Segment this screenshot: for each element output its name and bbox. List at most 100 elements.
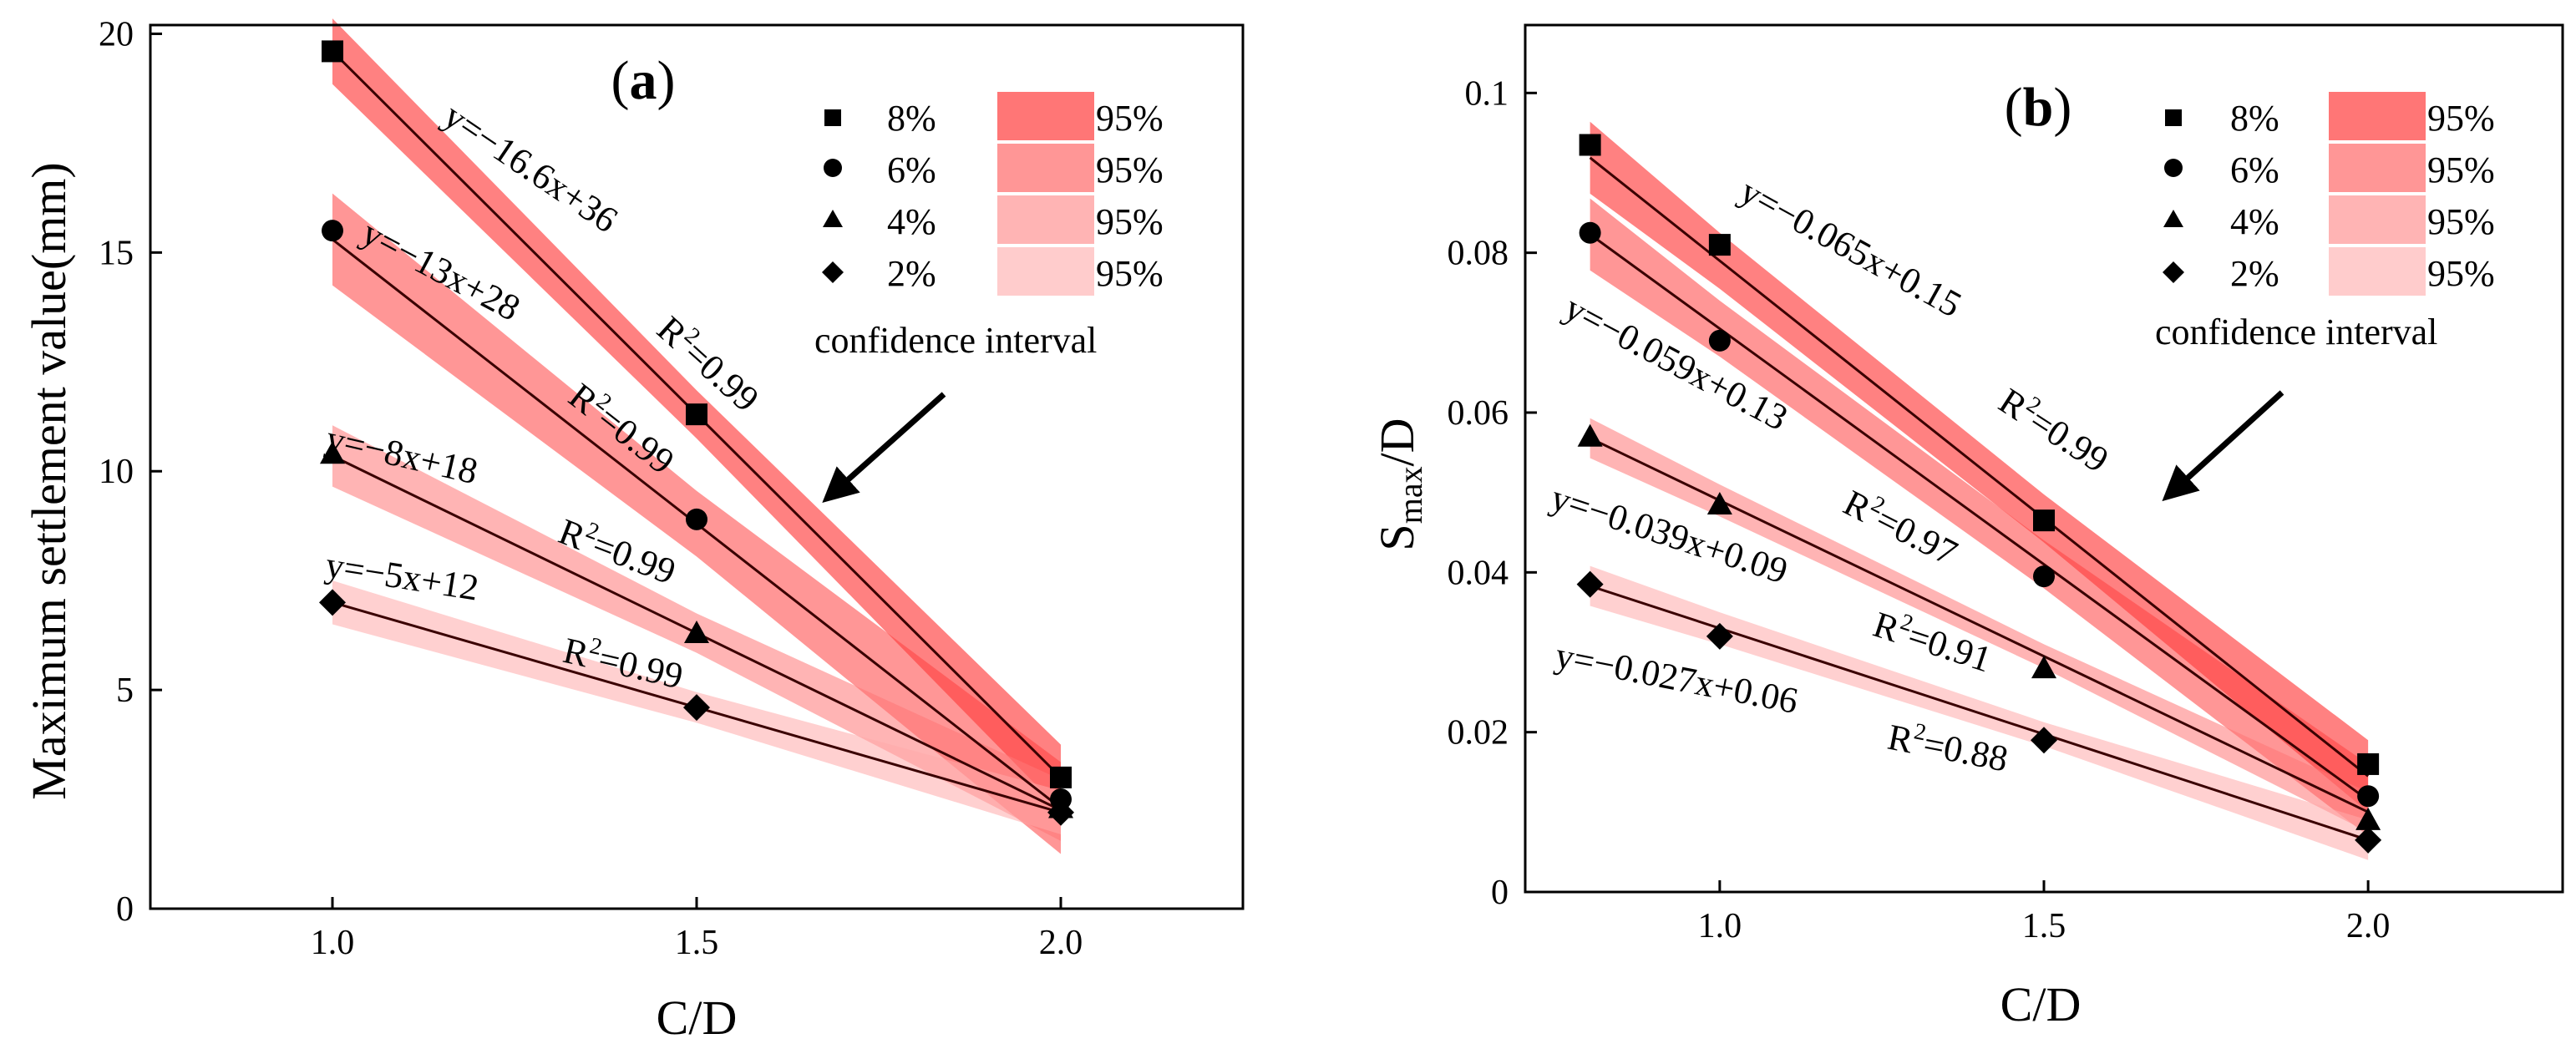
chart-b-legend-label-4: 4% [2230, 201, 2279, 242]
chart-a-legend-item-6: 6% 95% [824, 144, 1164, 192]
chart-b-x-tick-label-2: 2.0 [2346, 907, 2391, 945]
chart-b-point-2-0 [1576, 570, 1604, 598]
chart-a-y-axis-label: Maximum settlement value(mm) [22, 162, 76, 800]
chart-a-data-points [319, 40, 1074, 826]
chart-b-legend-item-4: 4% 95% [2163, 195, 2495, 244]
chart-a-legend-ci-swatch-6 [997, 144, 1094, 192]
chart-b-point-2-3 [2355, 826, 2382, 854]
chart-a-legend-label-8: 8% [887, 98, 936, 139]
chart-b-x-tick-label-0: 1.0 [1698, 907, 1742, 945]
chart-b-legend-ci-label-4: 95% [2427, 201, 2495, 242]
chart-a-y-tick-label-4: 20 [99, 15, 134, 53]
chart-b-point-4-2 [2031, 656, 2056, 679]
chart-b-x-tick-label-1: 1.5 [2022, 907, 2066, 945]
chart-b-legend-ci-swatch-6 [2329, 144, 2426, 192]
chart-b-point-6-2 [2033, 565, 2055, 588]
chart-b-legend-ci-swatch-4 [2329, 195, 2426, 244]
chart-a-x-tick-label-0: 1.0 [311, 924, 355, 962]
chart-a-legend-label-6: 6% [887, 149, 936, 190]
chart-b-point-4-1 [1706, 492, 1732, 515]
chart-a-legend-label-4: 4% [887, 201, 936, 242]
chart-a-point-8-1 [686, 403, 707, 426]
chart-b-legend-ci-label-6: 95% [2427, 149, 2495, 190]
chart-a-point-2-0 [319, 589, 346, 616]
chart-b-legend-item-2: 2% 95% [2163, 247, 2495, 296]
chart-b-point-6-1 [1708, 329, 1731, 352]
chart-a-legend-ci-swatch-8 [997, 92, 1094, 140]
chart-a-legend-ci-label-8: 95% [1096, 98, 1164, 139]
chart-b-legend: 8% 95% 6% 95% 4% 95% 2% 95% [2155, 92, 2495, 352]
chart-b-legend-label-2: 2% [2230, 253, 2279, 294]
chart-a-legend-item-8: 8% 95% [824, 92, 1164, 140]
chart-b-point-8-0 [1579, 134, 1601, 156]
chart-b-legend-ci-swatch-2 [2329, 247, 2426, 296]
chart-b-point-4-0 [1577, 423, 1603, 447]
chart-a-legend: 8% 95% 6% 95% 4% 95% 2% 95% [814, 92, 1164, 361]
chart-a-legend-ci-label-6: 95% [1096, 149, 1164, 190]
chart-b: 1.0 1.5 2.0 0 0.02 0.04 0.06 0.08 0.1 (b) C/D Sm… [1370, 23, 2564, 1031]
chart-a-point-4-1 [684, 621, 709, 644]
chart-b-legend-ci-swatch-8 [2329, 92, 2426, 140]
chart-b-point-6-3 [2357, 785, 2380, 808]
legend-diamond-marker [2163, 261, 2184, 283]
chart-b-axes: 1.0 1.5 2.0 0 0.02 0.04 0.06 0.08 0.1 [1448, 23, 2564, 945]
chart-b-arrow [2162, 390, 2284, 502]
legend-circle-marker [824, 159, 842, 177]
chart-b-legend-ci-label-2: 95% [2427, 253, 2495, 294]
legend-triangle-marker [823, 210, 843, 227]
chart-b-y-tick-label-1: 0.02 [1448, 714, 1509, 752]
chart-b-fit-line-8 [1589, 156, 2370, 778]
chart-b-fit-line-6 [1589, 233, 2370, 802]
chart-a-arrow [822, 392, 946, 503]
chart-a-point-8-0 [322, 40, 343, 63]
chart-b-point-2-1 [1706, 622, 1733, 650]
chart-a-axes: 1.0 1.5 2.0 0 5 10 15 20 [99, 15, 1245, 962]
chart-a-x-axis-label: C/D [657, 991, 738, 1045]
chart-a-legend-item-4: 4% 95% [823, 195, 1164, 244]
chart-a-confidence-bands [332, 18, 1061, 854]
chart-a-point-2-2 [1047, 798, 1074, 826]
chart-b-y-tick-label-2: 0.04 [1448, 554, 1509, 592]
chart-b-point-8-3 [2357, 752, 2380, 775]
chart-a-x-tick-label-2: 2.0 [1039, 924, 1083, 962]
chart-b-point-8-1 [1708, 234, 1731, 256]
chart-b-legend-item-6: 6% 95% [2164, 144, 2495, 192]
chart-b-legend-label-6: 6% [2230, 149, 2279, 190]
chart-b-y-tick-label-5: 0.1 [1465, 74, 1509, 113]
chart-a-x-tick-label-1: 1.5 [675, 924, 719, 962]
chart-b-r2-8: R2=0.99 [1992, 378, 2117, 481]
legend-circle-marker [2164, 159, 2183, 177]
chart-a-y-tick-label-2: 10 [99, 453, 134, 491]
chart-a-point-6-1 [686, 508, 707, 530]
chart-a-legend-label-2: 2% [887, 253, 936, 294]
chart-b-point-8-2 [2033, 509, 2055, 532]
chart-a-y-tick-label-3: 15 [99, 234, 134, 272]
chart-a: 1.0 1.5 2.0 0 5 10 15 20 (a) C/D Maximum settle… [22, 15, 1245, 1045]
chart-b-legend-label-8: 8% [2230, 98, 2279, 139]
chart-a-point-6-0 [322, 220, 343, 242]
chart-b-y-tick-label-0: 0 [1491, 874, 1509, 912]
chart-b-legend-note: confidence interval [2155, 312, 2437, 352]
chart-b-equation-4: y=−0.039x+0.09 [1546, 477, 1793, 592]
chart-b-point-2-2 [2031, 727, 2057, 754]
chart-b-data-points [1576, 134, 2382, 854]
chart-a-legend-ci-swatch-2 [997, 247, 1094, 296]
chart-a-point-2-1 [683, 694, 710, 722]
legend-square-marker [2165, 109, 2182, 126]
chart-a-y-tick-label-0: 0 [116, 890, 134, 929]
chart-b-point-6-0 [1579, 221, 1601, 244]
chart-b-legend-item-8: 8% 95% [2165, 92, 2495, 140]
legend-diamond-marker [822, 261, 844, 283]
chart-b-legend-ci-label-8: 95% [2427, 98, 2495, 139]
chart-b-y-tick-label-3: 0.06 [1448, 394, 1509, 433]
chart-b-y-tick-label-4: 0.08 [1448, 235, 1509, 273]
chart-a-panel-label: (a) [611, 50, 676, 111]
chart-a-point-4-0 [320, 441, 345, 464]
chart-a-legend-note: confidence interval [814, 320, 1097, 361]
legend-square-marker [824, 109, 841, 126]
chart-b-point-4-3 [2355, 807, 2381, 830]
chart-a-y-tick-label-1: 5 [116, 671, 134, 710]
chart-a-legend-ci-swatch-4 [997, 195, 1094, 244]
chart-b-y-axis-label: Smax/D [1370, 418, 1429, 550]
